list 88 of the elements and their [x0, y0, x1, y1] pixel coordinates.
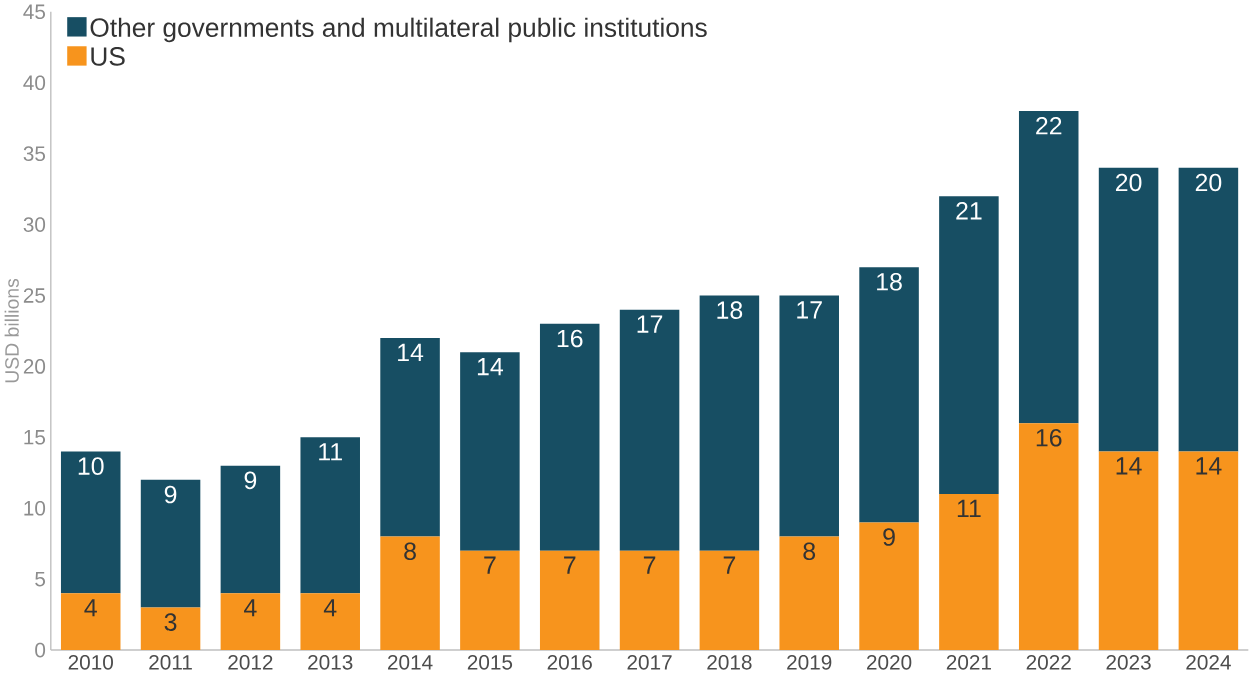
data-label: 4	[84, 599, 97, 617]
data-label: 17	[797, 301, 822, 319]
data-label: 7	[723, 556, 736, 574]
bar	[380, 536, 440, 650]
data-label: 14	[1116, 457, 1142, 475]
data-label: 16	[557, 329, 583, 348]
data-label: 7	[484, 556, 496, 574]
x-tick-label: 2020	[867, 654, 912, 670]
data-label: 8	[404, 542, 416, 560]
bar	[60, 593, 121, 650]
y-tick-label: 40	[23, 75, 46, 90]
data-label: 21	[956, 201, 982, 220]
data-label: 9	[164, 485, 177, 504]
x-tick-label: 2022	[1026, 654, 1071, 670]
data-label: 17	[637, 315, 663, 333]
data-label: 20	[1195, 173, 1222, 192]
x-tick-label: 2017	[627, 654, 672, 670]
y-tick-label: 10	[24, 500, 46, 516]
y-tick-label: 25	[23, 288, 46, 303]
x-tick-label: 2021	[946, 654, 991, 670]
bar	[220, 593, 281, 650]
data-label: 14	[477, 357, 504, 376]
bar	[779, 536, 839, 650]
bar	[300, 593, 360, 650]
data-label: 7	[564, 556, 576, 574]
data-label: 9	[883, 528, 895, 546]
data-label: 20	[1115, 173, 1142, 192]
x-tick-label: 2015	[467, 654, 513, 670]
bar	[539, 323, 600, 551]
bar	[1178, 451, 1239, 650]
bar	[939, 493, 999, 650]
y-tick-label: 30	[23, 217, 46, 232]
bar	[539, 550, 600, 650]
bar	[60, 451, 121, 594]
data-label: 14	[1196, 457, 1222, 475]
legend-label: Other governments and multilateral public institutions	[90, 17, 707, 43]
bar	[460, 550, 520, 650]
data-label: 4	[244, 599, 257, 617]
bar	[300, 437, 360, 594]
bar	[1098, 167, 1159, 452]
y-tick-label: 35	[23, 146, 46, 161]
y-tick-label: 45	[23, 4, 46, 19]
bar	[1098, 451, 1159, 650]
data-label: 11	[319, 443, 342, 461]
bar	[939, 196, 999, 494]
data-label: 4	[323, 599, 337, 617]
x-tick-label: 2018	[707, 654, 752, 670]
bar	[140, 607, 201, 650]
data-label: 9	[244, 471, 257, 490]
x-tick-label: 2024	[1186, 654, 1231, 670]
bar	[859, 522, 919, 650]
y-tick-label: 20	[23, 358, 46, 374]
data-label: 22	[1036, 116, 1062, 135]
legend-label: US	[91, 46, 125, 66]
x-tick-label: 2011	[149, 654, 192, 670]
x-tick-label: 2010	[68, 654, 113, 670]
bar	[779, 295, 839, 537]
data-label: 16	[1036, 428, 1062, 447]
bar	[699, 550, 760, 650]
bar	[699, 295, 760, 551]
bar	[1018, 111, 1079, 424]
bar	[1018, 423, 1079, 650]
bar	[140, 479, 201, 608]
data-label: 8	[803, 542, 816, 560]
bar	[220, 465, 281, 594]
data-label: 18	[877, 272, 902, 291]
data-label: 14	[398, 343, 424, 361]
x-tick-label: 2023	[1106, 654, 1151, 670]
bar	[619, 309, 680, 551]
y-tick-label: 5	[35, 571, 46, 587]
x-tick-label: 2013	[308, 654, 353, 670]
data-label: 3	[164, 613, 177, 631]
bar	[619, 550, 680, 650]
data-label: 11	[957, 499, 981, 517]
x-tick-label: 2016	[547, 654, 592, 670]
x-tick-label: 2012	[228, 654, 273, 670]
y-tick-label: 0	[35, 642, 46, 658]
bar	[380, 337, 440, 537]
bar	[460, 352, 520, 551]
data-label: 10	[78, 457, 104, 475]
x-tick-label: 2019	[787, 654, 832, 670]
x-tick-label: 2014	[388, 654, 433, 670]
y-axis-title: USD billions	[4, 278, 19, 383]
bar	[1178, 167, 1239, 452]
data-label: 18	[717, 301, 743, 319]
y-tick-label: 15	[24, 429, 46, 445]
bar	[859, 267, 919, 523]
data-label: 7	[643, 556, 656, 574]
